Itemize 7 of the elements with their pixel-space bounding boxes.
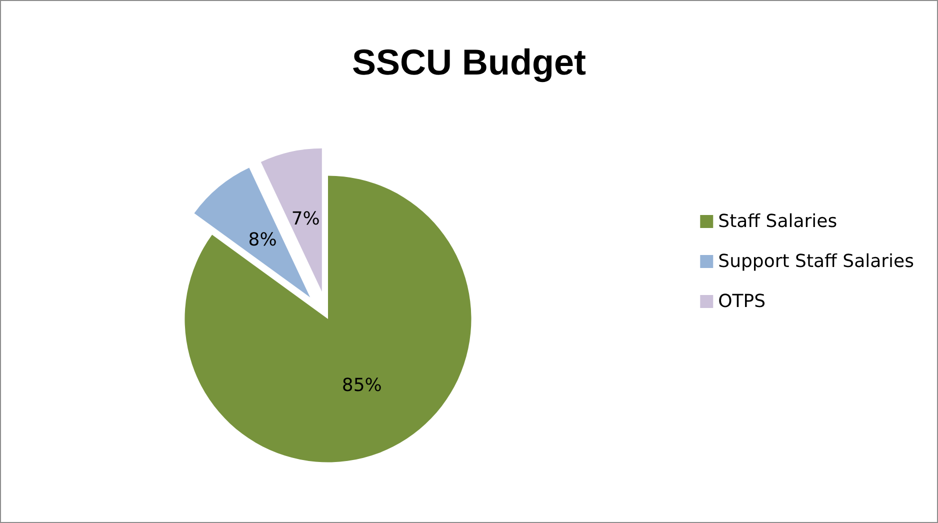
- data-label: 7%: [291, 208, 320, 230]
- data-label: 85%: [342, 375, 382, 396]
- legend-label: Staff Salaries: [718, 211, 838, 232]
- legend-label: Support Staff Salaries: [718, 251, 914, 272]
- chart-title: SSCU Budget: [352, 42, 586, 82]
- legend-label: OTPS: [718, 291, 766, 312]
- data-label: 8%: [248, 229, 277, 250]
